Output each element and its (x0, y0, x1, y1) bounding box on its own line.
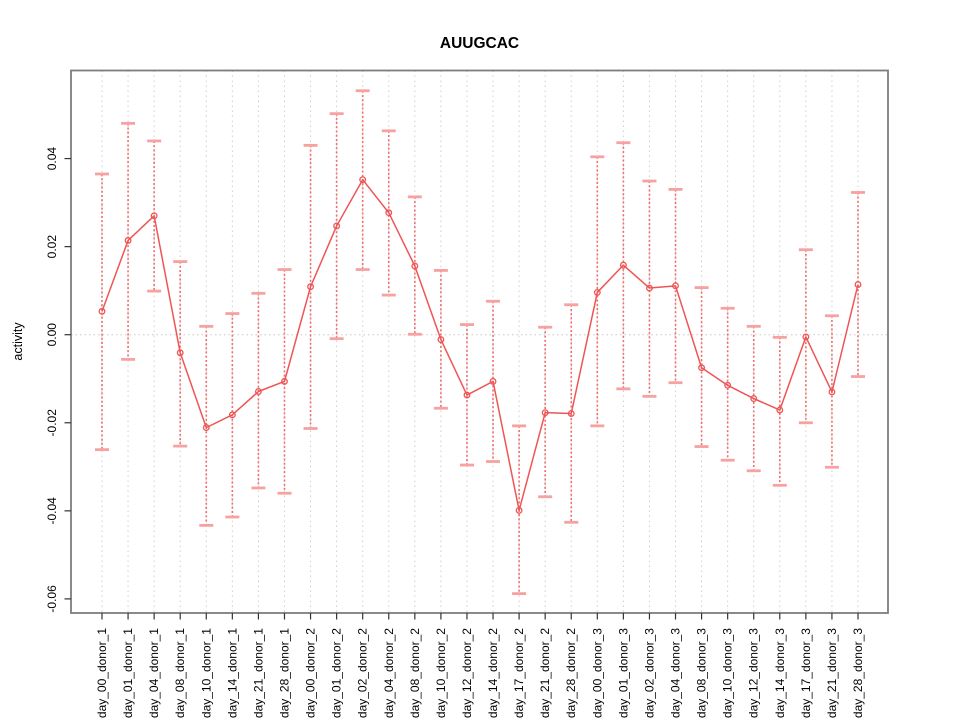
data-point-marker (254, 388, 262, 395)
x-tick-label: day_14_donor_2 (486, 628, 500, 718)
data-point-marker (672, 282, 679, 290)
x-tick-label: day_04_donor_2 (382, 628, 396, 718)
data-point-marker (776, 406, 784, 414)
data-point-marker (698, 364, 706, 372)
x-tick-label: day_08_donor_1 (173, 628, 187, 718)
data-point-marker (515, 506, 523, 514)
y-tick-label: -0.04 (45, 497, 59, 525)
data-point-marker (593, 288, 601, 296)
data-point-marker (828, 388, 836, 396)
data-point-marker (489, 377, 497, 385)
data-point-marker (567, 410, 575, 417)
x-tick-label: day_02_donor_3 (642, 628, 656, 718)
x-tick-label: day_17_donor_2 (512, 628, 526, 718)
data-point-marker (463, 391, 471, 399)
data-point-marker (307, 283, 315, 291)
x-tick-label: day_10_donor_2 (434, 628, 448, 718)
x-tick-label: day_10_donor_3 (721, 628, 735, 718)
data-point-marker (202, 424, 210, 432)
x-tick-label: day_08_donor_3 (695, 628, 709, 718)
x-tick-label: day_28_donor_2 (564, 628, 578, 718)
data-point-marker (750, 395, 758, 403)
x-tick-label: day_21_donor_2 (538, 628, 552, 718)
x-tick-label: day_01_donor_2 (330, 628, 344, 718)
data-point-marker (411, 262, 419, 270)
x-tick-label: day_14_donor_3 (773, 628, 787, 718)
x-tick-label: day_01_donor_1 (121, 628, 135, 718)
y-tick-label: -0.06 (45, 585, 59, 613)
data-point-marker (802, 333, 810, 341)
y-tick-label: -0.02 (45, 409, 59, 437)
x-tick-label: day_28_donor_3 (851, 628, 865, 718)
x-tick-label: day_08_donor_2 (408, 628, 422, 718)
data-point-marker (124, 237, 132, 244)
x-tick-label: day_00_donor_3 (590, 628, 604, 718)
data-point-marker (333, 222, 341, 230)
x-tick-label: day_00_donor_2 (304, 628, 318, 718)
data-point-marker (150, 212, 158, 220)
y-tick-label: 0.00 (45, 323, 59, 347)
y-tick-label: 0.02 (45, 235, 59, 259)
data-point-marker (176, 349, 184, 357)
x-tick-label: day_04_donor_1 (147, 628, 161, 718)
x-tick-label: day_01_donor_3 (616, 628, 630, 718)
data-point-marker (619, 261, 627, 269)
axis-layer: 0.04 0.02 0.00 -0.02 -0.04 -0.06 day_00_donor_… (45, 69, 889, 718)
data-point-marker (541, 409, 549, 417)
x-tick-label: day_21_donor_3 (825, 628, 839, 718)
x-tick-label: day_04_donor_3 (669, 628, 683, 718)
x-tick-label: day_02_donor_2 (356, 628, 370, 718)
x-tick-label: day_21_donor_1 (251, 628, 265, 718)
grid-layer (71, 70, 888, 613)
plot-border (70, 69, 889, 614)
x-tick-label: day_12_donor_3 (747, 628, 761, 718)
data-point-marker (359, 176, 367, 184)
data-point-marker (281, 377, 288, 385)
data-point-marker (228, 411, 236, 419)
y-tick-label: 0.04 (45, 147, 59, 171)
error-bar-layer (95, 89, 865, 596)
data-point-marker (385, 209, 393, 217)
x-tick-label: day_14_donor_1 (225, 628, 239, 718)
x-tick-label: day_28_donor_1 (277, 628, 291, 718)
x-tick-label: day_12_donor_2 (460, 628, 474, 718)
data-point-marker (854, 281, 862, 288)
series-line (101, 178, 859, 512)
series-layer (98, 176, 862, 514)
x-tick-label: day_10_donor_1 (199, 628, 213, 718)
y-axis-title: activity (11, 322, 25, 361)
data-point-marker (98, 307, 106, 315)
x-tick-label: day_17_donor_3 (799, 628, 813, 718)
data-point-marker (437, 336, 445, 343)
x-tick-label: day_00_donor_1 (95, 628, 109, 718)
data-point-marker (645, 284, 653, 292)
data-point-marker (724, 381, 732, 389)
chart-title: AUUGCAC (440, 35, 519, 52)
